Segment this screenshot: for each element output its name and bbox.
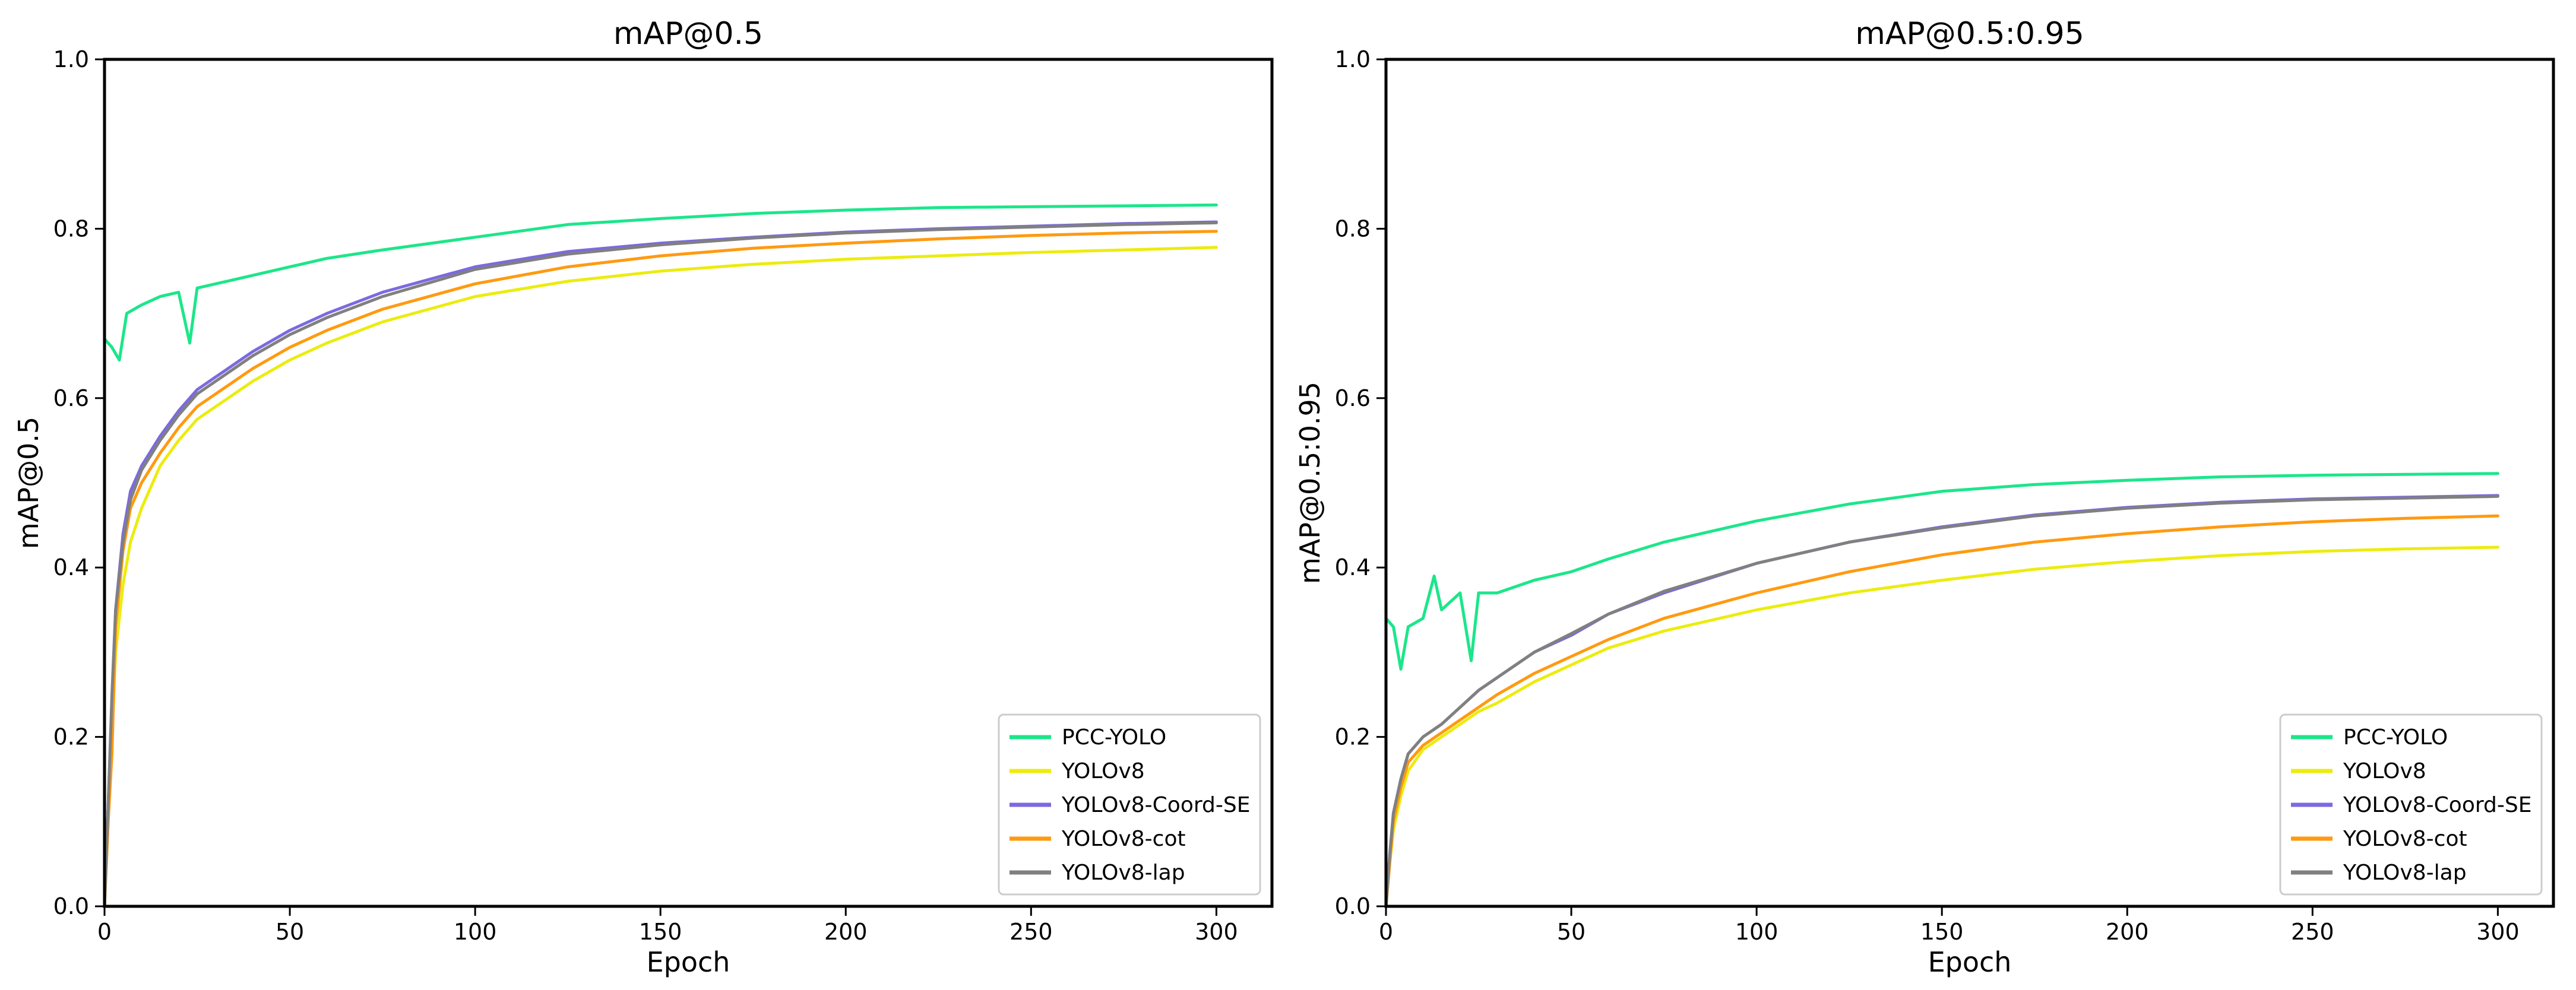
x-tick-label: 300: [2476, 919, 2520, 945]
x-tick-label: 200: [2106, 919, 2149, 945]
x-tick-label: 150: [1920, 919, 1964, 945]
plot-frame: [1384, 58, 2555, 908]
series-line-yolov8-lap: [105, 221, 1218, 906]
legend-label: YOLOv8: [1061, 759, 1145, 783]
legend-label: YOLOv8-lap: [1061, 861, 1185, 885]
chart-title: mAP@0.5:0.95: [1855, 16, 2084, 52]
y-tick-label: 1.0: [53, 46, 89, 72]
legend-box: [998, 713, 1261, 896]
x-tick-label: 0: [97, 919, 112, 945]
series-line-yolov8-lap: [1386, 494, 2499, 906]
series-line-yolov8: [1386, 545, 2499, 906]
legend-label: YOLOv8: [2343, 759, 2426, 783]
x-tick-label: 50: [276, 919, 304, 945]
plot-frame: [103, 58, 1274, 908]
x-tick-label: 300: [1195, 919, 1238, 945]
legend-label: YOLOv8-lap: [2343, 861, 2467, 885]
legend-box: [2279, 713, 2543, 896]
x-axis-label: Epoch: [647, 946, 730, 978]
y-tick-label: 0.6: [1335, 385, 1371, 411]
legend-label: YOLOv8-Coord-SE: [1061, 793, 1250, 817]
x-tick-label: 150: [639, 919, 682, 945]
series-line-yolov8-cot: [1386, 514, 2499, 906]
series-line-pcc-yolo: [105, 203, 1218, 362]
y-tick-label: 0.8: [1335, 215, 1371, 242]
y-tick-label: 0.2: [1335, 724, 1371, 750]
x-tick-label: 100: [1735, 919, 1778, 945]
y-tick-label: 0.0: [1335, 893, 1371, 919]
series-lines: [105, 203, 1218, 906]
legend-label: PCC-YOLO: [1062, 725, 1166, 750]
x-tick-label: 200: [824, 919, 868, 945]
chart-map50-95: mAP@0.5:0.95 Epoch mAP@0.5:0.95 0 50 100 150 20…: [1294, 16, 2555, 978]
x-tick-label: 50: [1557, 919, 1586, 945]
y-tick-label: 0.2: [53, 724, 89, 750]
legend: PCC-YOLO YOLOv8 YOLOv8-Coord-SE YOLOv8-cot Y…: [998, 713, 1261, 896]
series-line-pcc-yolo: [1386, 472, 2499, 671]
series-lines: [1386, 472, 2499, 906]
x-tick-label: 250: [1009, 919, 1053, 945]
y-axis-label: mAP@0.5:0.95: [1294, 382, 1326, 584]
legend-label: PCC-YOLO: [2343, 725, 2448, 750]
chart-title: mAP@0.5: [613, 16, 763, 52]
y-tick-label: 0.4: [1335, 554, 1371, 580]
chart-map50: mAP@0.5 Epoch mAP@0.5 0 50 100 150 200 250 300 0.0…: [12, 16, 1274, 978]
legend-label: YOLOv8-cot: [2343, 827, 2467, 851]
legend-label: YOLOv8-cot: [1061, 827, 1186, 851]
y-tick-label: 0.0: [53, 893, 89, 919]
y-axis-label: mAP@0.5: [12, 417, 45, 549]
legend: PCC-YOLO YOLOv8 YOLOv8-Coord-SE YOLOv8-cot Y…: [2279, 713, 2543, 896]
x-tick-label: 0: [1379, 919, 1393, 945]
legend-label: YOLOv8-Coord-SE: [2343, 793, 2531, 817]
y-tick-label: 0.8: [53, 215, 89, 242]
x-axis-label: Epoch: [1928, 946, 2012, 978]
y-tick-label: 0.6: [53, 385, 89, 411]
x-tick-label: 250: [2291, 919, 2334, 945]
y-tick-label: 1.0: [1335, 46, 1371, 72]
series-line-yolov8: [105, 246, 1218, 906]
x-tick-label: 100: [454, 919, 497, 945]
y-tick-label: 0.4: [53, 554, 89, 580]
